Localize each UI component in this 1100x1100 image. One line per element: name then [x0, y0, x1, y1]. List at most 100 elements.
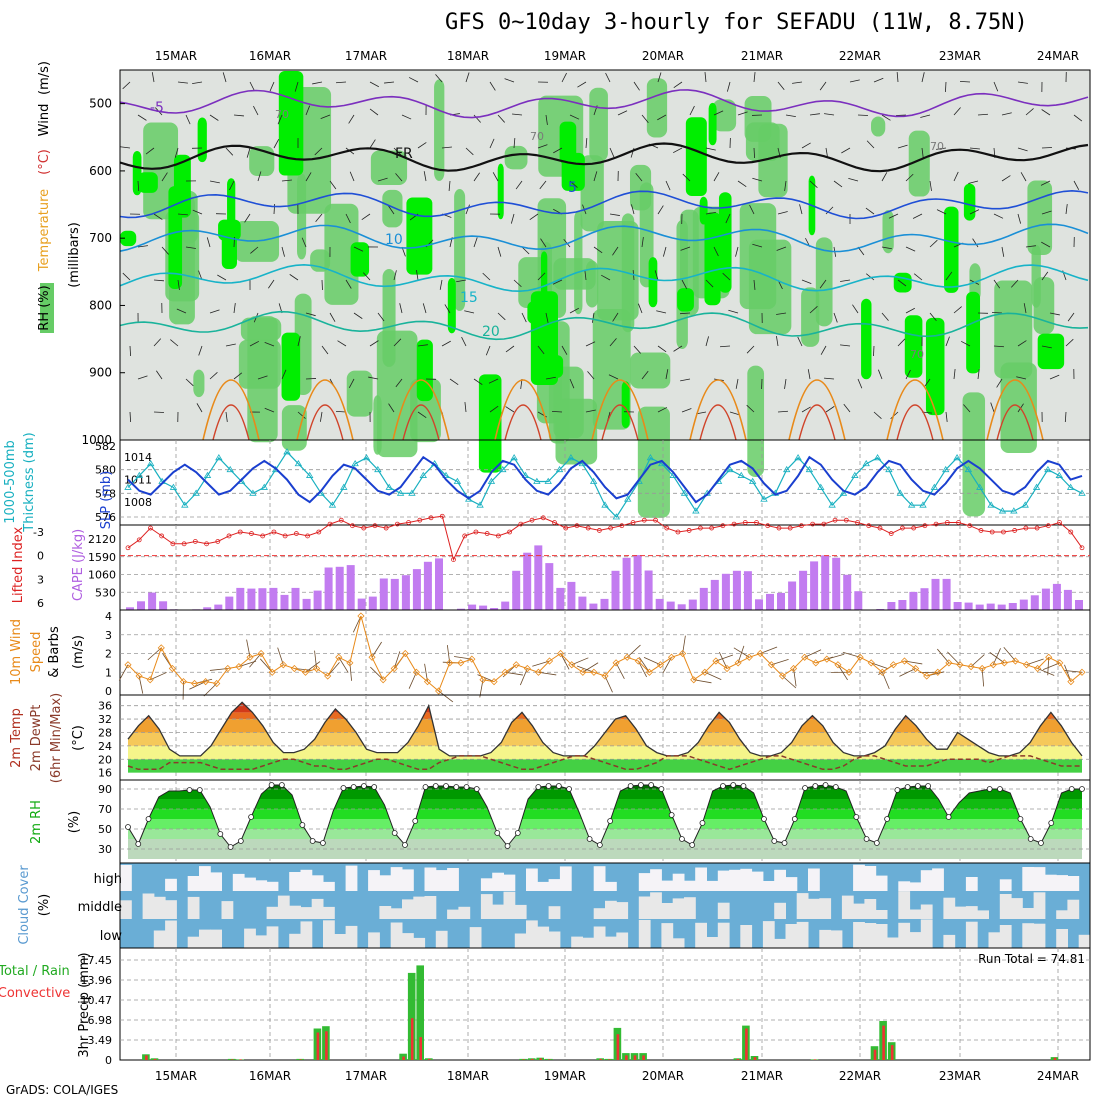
wind-barbs-label: & Barbs [47, 626, 62, 678]
wind-barb [192, 209, 203, 215]
lifted-index-point [125, 545, 131, 551]
wind-barb [281, 369, 287, 380]
cloud-cell [774, 938, 786, 948]
wind-barb [705, 279, 714, 288]
wind-speed-point [446, 659, 454, 667]
cloud-cell [954, 906, 967, 919]
date-label-top: 15MAR [155, 49, 197, 63]
pressure-tick: 700 [89, 231, 112, 245]
wind-barb [269, 81, 275, 92]
cape-bar [942, 578, 951, 610]
rh-tick: 90 [98, 783, 112, 796]
rh-point [361, 783, 367, 789]
cloud-cell [898, 922, 911, 948]
wind-barb [857, 378, 863, 389]
wind-barb [369, 108, 379, 116]
rh-cell [373, 395, 382, 455]
wind-barb [153, 279, 164, 282]
wind-barb [804, 649, 822, 658]
cape-bar [887, 602, 896, 610]
cape-bar [986, 603, 995, 610]
rh-cell [925, 317, 945, 416]
cloud-cell [909, 882, 922, 891]
wind-speed-sub-label: Speed [29, 632, 44, 673]
wind-speed-point [590, 668, 598, 676]
cape-bar [302, 598, 311, 610]
wind-barb [897, 279, 907, 287]
cloud-cell [988, 932, 1001, 948]
rh-cell [963, 183, 976, 221]
lifted-index-point [484, 531, 490, 536]
wind-barb [177, 213, 188, 216]
wind-barb [972, 238, 979, 248]
wind-barb [259, 658, 273, 673]
wind-barb [615, 662, 625, 680]
lifted-index-point [720, 523, 726, 529]
rh-cell [580, 155, 604, 232]
temperature-unit-label: (°C) [37, 149, 52, 175]
wind-barb [249, 81, 255, 92]
thickness-point [964, 465, 973, 473]
lifted-index-point [1001, 529, 1006, 535]
wind-barb [401, 114, 412, 120]
wind-speed-point [723, 664, 731, 673]
wind-barb [281, 179, 292, 182]
cloud-cell [345, 925, 358, 948]
wind-barb [417, 344, 428, 347]
cloud-cell [695, 867, 707, 891]
cape-bar [126, 607, 134, 610]
lifted-index-point [394, 521, 400, 527]
cloud-cell [751, 871, 764, 891]
wind-barb [569, 307, 579, 314]
wind-speed-point [1078, 668, 1086, 676]
cape-bar [1041, 588, 1050, 610]
wind-speed-point [202, 678, 210, 686]
rh-point [761, 816, 767, 822]
wind-barb [238, 660, 257, 668]
rh-cell [712, 99, 737, 132]
thickness-tick: 576 [95, 511, 116, 524]
rh-point [596, 842, 603, 848]
cloud-cell [965, 921, 978, 948]
thickness-point [362, 454, 371, 461]
wind-barb [225, 411, 228, 422]
temp-unit-label: (°C) [71, 725, 86, 751]
cape-bar [732, 570, 741, 610]
rh-cell [555, 398, 598, 465]
cape-tick: 2120 [88, 533, 116, 546]
cloud-cell [605, 900, 617, 919]
wind-barb [294, 81, 299, 92]
rh-point [248, 814, 254, 820]
cloud-cell [402, 933, 414, 948]
wind-speed-point [290, 664, 298, 673]
cloud-cell [875, 924, 888, 948]
cloud-cell [638, 873, 651, 891]
wind-barb [1003, 647, 1016, 662]
thickness-point [510, 454, 518, 461]
cloud-cell [323, 906, 335, 919]
wind-barb [233, 372, 243, 380]
date-label-bottom: 24MAR [1037, 1069, 1079, 1083]
lifted-index-point [585, 525, 591, 531]
wind-barb [877, 369, 883, 380]
wind-barb [993, 81, 999, 92]
rh-cell [801, 287, 820, 347]
thickness-point [294, 459, 303, 467]
lifted-index-point [911, 525, 917, 531]
rh-cell [685, 117, 707, 196]
lifted-index-point [956, 520, 961, 525]
rh-point [689, 842, 696, 848]
wind-barb [1041, 241, 1051, 248]
wind-barb [305, 172, 312, 182]
wind-barb [936, 209, 947, 215]
thickness-point [942, 465, 950, 473]
thickness-point [249, 489, 257, 496]
cape-bar [1052, 583, 1061, 610]
wind-barb [704, 671, 722, 680]
wind-barb [833, 180, 843, 188]
cloud-cell [480, 878, 493, 891]
wind-barb [482, 272, 491, 281]
rh-point [125, 824, 131, 830]
thickness-point [521, 471, 530, 478]
cloud-cell [289, 933, 301, 948]
